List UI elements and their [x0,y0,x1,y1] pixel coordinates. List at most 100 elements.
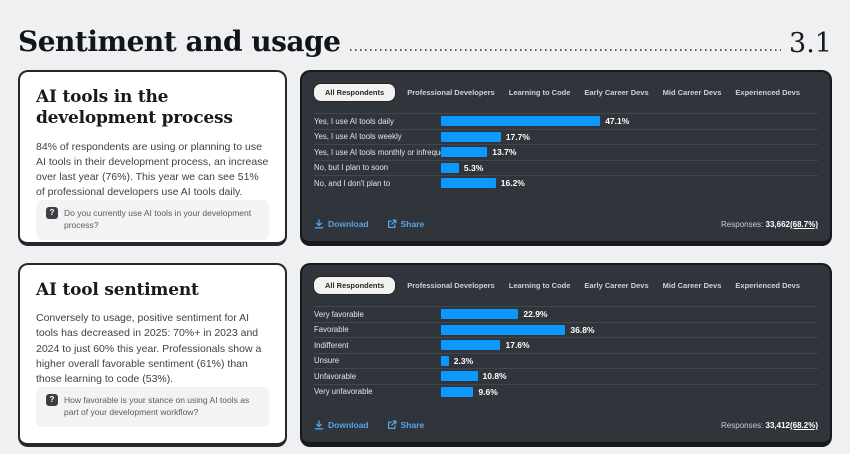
card-body: 84% of respondents are using or planning… [36,140,269,199]
bar-track: 10.8% [441,371,818,382]
download-label: Download [328,219,369,229]
bar [441,116,601,127]
share-label: Share [400,219,425,229]
bar [441,386,474,397]
bar-label: Yes, I use AI tools monthly or infrequen… [314,147,441,157]
tab-learning-to-code[interactable]: Learning to Code [507,84,573,101]
tab-early-career-devs[interactable]: Early Career Devs [582,84,650,101]
download-label: Download [328,420,369,430]
bar [441,309,519,320]
tab-experienced-devs[interactable]: Experienced Devs [733,277,802,294]
bar-track: 17.7% [441,131,818,142]
help-bubble-icon: ? [46,394,58,407]
chart-row: Unsure 2.3% [314,352,818,369]
responses-count: 33,662 [765,220,790,229]
page-title: Sentiment and usage [18,25,341,59]
tab-experienced-devs[interactable]: Experienced Devs [733,84,802,101]
bar-track: 9.6% [441,386,818,397]
responses-percentage[interactable]: (68.7%) [789,220,818,229]
bar-chart-sentiment: Very favorable 22.9% Favorable 36.8% Ind… [314,306,818,399]
bar-value: 5.3% [463,162,484,173]
responses-percentage[interactable]: (68.2%) [789,421,818,430]
bar-value: 17.7% [505,131,530,142]
respondent-tabs: All Respondents Professional Developers … [314,277,818,294]
responses-summary: Responses: 33,662(68.7%) [721,220,818,229]
chart-row: Yes, I use AI tools weekly 17.7% [314,128,818,145]
survey-question-box: ? How favorable is your stance on using … [36,387,269,428]
bar [441,131,501,142]
share-button[interactable]: Share [387,219,425,229]
tab-professional-developers[interactable]: Professional Developers [405,84,497,101]
bar-value: 16.2% [500,178,525,189]
bar-track: 47.1% [441,116,818,127]
card-body: Conversely to usage, positive sentiment … [36,312,262,386]
bar-track: 22.9% [441,309,818,320]
bar-value: 47.1% [605,116,630,127]
bar-label: Very favorable [314,309,364,319]
card-ai-tools-usage: AI tools in the development process 84% … [18,70,287,246]
download-icon [314,420,324,430]
chart-row: Yes, I use AI tools monthly or infrequen… [314,144,818,160]
panel-actions: Download Share [314,219,424,229]
respondent-tabs: All Respondents Professional Developers … [314,84,818,101]
bar-track: 13.7% [441,147,818,158]
card-title: AI tool sentiment [36,280,199,300]
tab-mid-career-devs[interactable]: Mid Career Devs [661,84,724,101]
panel-actions: Download Share [314,420,424,430]
bar-label: Unsure [314,356,340,366]
content-grid: AI tools in the development process 84% … [18,70,832,447]
bar-track: 17.6% [441,340,818,351]
tab-mid-career-devs[interactable]: Mid Career Devs [661,277,724,294]
bar-label: Yes, I use AI tools weekly [314,132,402,142]
bar [441,340,501,351]
bar-value: 22.9% [523,309,548,320]
responses-summary: Responses: 33,412(68.2%) [721,421,818,430]
chart-row: Very favorable 22.9% [314,306,818,322]
dotted-leader [350,49,782,51]
panel-footer: Download Share Responses: 33,412(68.2%) [314,420,818,430]
bar-value: 9.6% [478,386,498,397]
chart-row: Favorable 36.8% [314,321,818,338]
share-icon [387,420,397,430]
chart-row: Unfavorable 10.8% [314,368,818,384]
bar [441,147,488,158]
survey-question-text: How favorable is your stance on using AI… [64,395,250,418]
section-header: Sentiment and usage 3.1 [18,0,832,58]
share-label: Share [400,420,425,430]
chart-panel-sentiment: All Respondents Professional Developers … [300,263,832,447]
bar-value: 13.7% [492,147,517,158]
bar-label: Very unfavorable [314,387,373,397]
bar-value: 2.3% [453,355,474,366]
download-icon [314,219,324,229]
card-title: AI tools in the development process [36,87,233,129]
tab-professional-developers[interactable]: Professional Developers [405,277,497,294]
bar-label: Favorable [314,325,349,335]
chart-row: Very unfavorable 9.6% [314,383,818,400]
chart-row: No, but I plan to soon 5.3% [314,159,818,176]
chart-row: Yes, I use AI tools daily 47.1% [314,113,818,129]
bar-track: 36.8% [441,324,818,335]
share-button[interactable]: Share [387,420,425,430]
bar [441,178,496,189]
responses-count: 33,412 [765,421,790,430]
bar-label: Unfavorable [314,371,357,381]
download-button[interactable]: Download [314,219,369,229]
bar-label: Yes, I use AI tools daily [314,116,394,126]
bar-value: 17.6% [505,340,530,351]
bar-label: No, and I don't plan to [314,178,391,188]
tab-all-respondents[interactable]: All Respondents [314,84,396,101]
responses-label: Responses: [721,421,764,430]
tab-all-respondents[interactable]: All Respondents [314,277,396,294]
bar [441,162,459,173]
bar [441,371,478,382]
survey-question-text: Do you currently use AI tools in your de… [64,208,252,231]
download-button[interactable]: Download [314,420,369,430]
bar-label: Indifferent [314,340,349,350]
tab-learning-to-code[interactable]: Learning to Code [507,277,573,294]
bar [441,324,566,335]
bar-track: 5.3% [441,162,818,173]
bar-value: 36.8% [570,324,595,335]
tab-early-career-devs[interactable]: Early Career Devs [582,277,650,294]
help-bubble-icon: ? [46,207,58,220]
